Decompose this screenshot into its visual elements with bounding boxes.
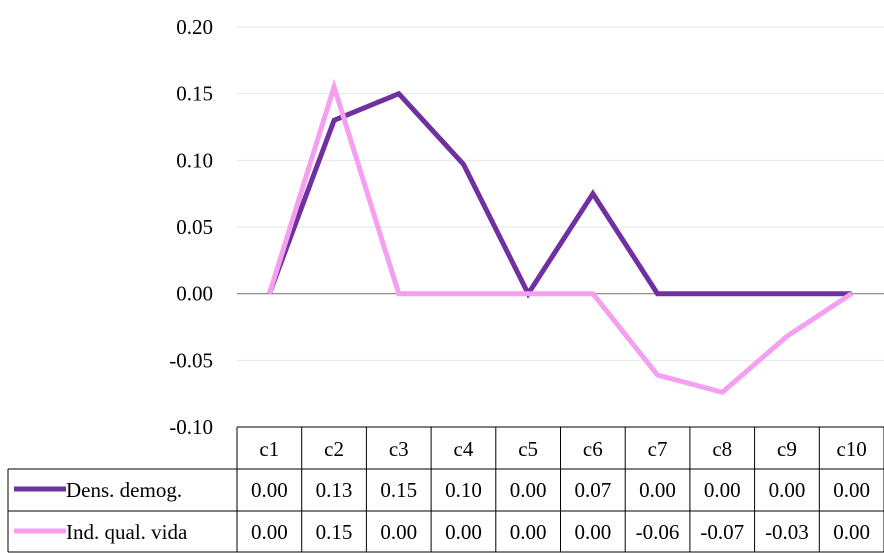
series-name: Ind. qual. vida xyxy=(66,520,188,544)
data-label: 0.00 xyxy=(704,478,741,502)
data-label: 0.07 xyxy=(574,478,611,502)
data-label: -0.06 xyxy=(636,520,680,544)
data-label: 0.13 xyxy=(316,478,353,502)
y-tick-label: -0.10 xyxy=(169,415,213,439)
data-label: 0.00 xyxy=(639,478,676,502)
series-line-1 xyxy=(267,90,852,299)
y-tick-label: 0.15 xyxy=(176,82,213,106)
data-label: 0.00 xyxy=(251,478,288,502)
data-table: c1 c2 c3 c4 c5 c6 c7 c8 c9 c10 Dens. demog. 0.00 0.1… xyxy=(7,426,884,553)
data-label: 0.00 xyxy=(833,478,870,502)
category-label: c4 xyxy=(454,437,474,461)
category-label: c7 xyxy=(648,437,668,461)
series-name: Dens. demog. xyxy=(66,478,182,502)
data-label: 0.00 xyxy=(510,478,547,502)
data-label: 0.00 xyxy=(574,520,611,544)
data-label: -0.07 xyxy=(700,520,744,544)
data-label: 0.00 xyxy=(769,478,806,502)
series-line-2 xyxy=(267,78,853,396)
data-label: 0.00 xyxy=(251,520,288,544)
data-label: 0.10 xyxy=(445,478,482,502)
category-label: c6 xyxy=(583,437,603,461)
y-tick-label: 0.20 xyxy=(176,15,213,39)
category-label: c9 xyxy=(777,437,797,461)
y-tick-label: 0.05 xyxy=(176,215,213,239)
data-label: 0.15 xyxy=(380,478,417,502)
category-label: c2 xyxy=(324,437,344,461)
series-lines xyxy=(267,78,853,396)
y-tick-label: -0.05 xyxy=(169,348,213,372)
data-label: 0.15 xyxy=(316,520,353,544)
category-label: c3 xyxy=(389,437,409,461)
data-label: 0.00 xyxy=(380,520,417,544)
data-label: -0.03 xyxy=(765,520,809,544)
y-tick-label: 0.10 xyxy=(176,148,213,172)
category-label: c5 xyxy=(518,437,538,461)
category-label: c8 xyxy=(712,437,732,461)
data-label: 0.00 xyxy=(833,520,870,544)
y-axis-tick-labels: 0.20 0.15 0.10 0.05 0.00 -0.05 -0.10 xyxy=(169,15,213,439)
data-label: 0.00 xyxy=(445,520,482,544)
category-label: c10 xyxy=(836,437,866,461)
y-tick-label: 0.00 xyxy=(176,282,213,306)
gridlines xyxy=(237,26,884,361)
category-label: c1 xyxy=(259,437,279,461)
data-label: 0.00 xyxy=(510,520,547,544)
